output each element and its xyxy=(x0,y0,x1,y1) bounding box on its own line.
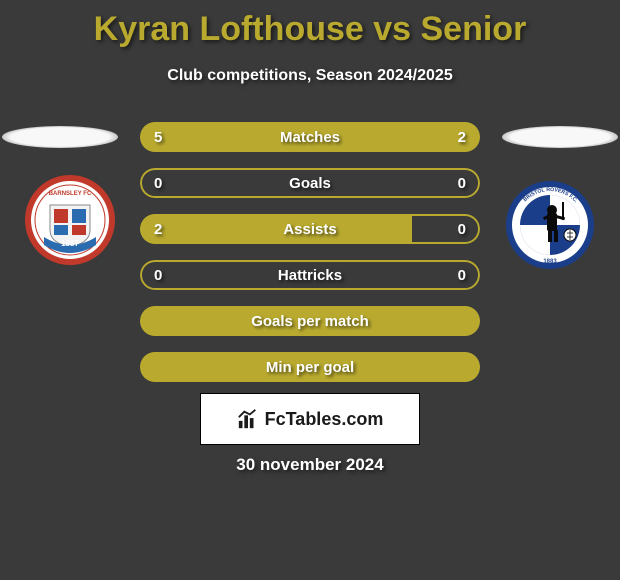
stats-bars: 52Matches00Goals20Assists00HattricksGoal… xyxy=(140,122,480,398)
stat-value-right: 0 xyxy=(458,214,466,244)
stat-value-left: 5 xyxy=(154,122,162,152)
bristol-rovers-crest-icon: BRISTOL ROVERS F.C. 1883 xyxy=(500,180,600,270)
bar-border xyxy=(140,260,480,290)
team-crest-right: BRISTOL ROVERS F.C. 1883 xyxy=(500,180,600,270)
stat-value-right: 2 xyxy=(458,122,466,152)
stat-row: 0 0Hattricks xyxy=(140,260,480,290)
date-label: 30 november 2024 xyxy=(0,455,620,475)
stat-row: 0 0Goals xyxy=(140,168,480,198)
stat-value-right: 0 xyxy=(458,260,466,290)
stat-label: Hattricks xyxy=(140,260,480,290)
watermark-box: FcTables.com xyxy=(200,393,420,445)
bar-border xyxy=(140,168,480,198)
stat-value-left: 0 xyxy=(154,168,162,198)
player-right-shadow xyxy=(502,126,618,148)
team-crest-left: 1887 BARNSLEY FC xyxy=(20,175,120,265)
svg-text:BARNSLEY FC: BARNSLEY FC xyxy=(49,191,92,197)
watermark-text: FcTables.com xyxy=(265,409,384,430)
stat-value-left: 2 xyxy=(154,214,162,244)
bar-fill-full xyxy=(140,352,480,382)
stat-row: 20Assists xyxy=(140,214,480,244)
barnsley-crest-icon: 1887 BARNSLEY FC xyxy=(20,175,120,265)
bar-fill-left xyxy=(140,214,412,244)
svg-text:1883: 1883 xyxy=(543,259,557,265)
stat-row: Min per goal xyxy=(140,352,480,382)
bar-fill-full xyxy=(140,306,480,336)
player-left-shadow xyxy=(2,126,118,148)
stat-value-left: 0 xyxy=(154,260,162,290)
fctables-chart-icon xyxy=(237,408,259,430)
page-title: Kyran Lofthouse vs Senior xyxy=(0,0,620,49)
page-subtitle: Club competitions, Season 2024/2025 xyxy=(0,67,620,85)
stat-row: 52Matches xyxy=(140,122,480,152)
stat-label: Goals xyxy=(140,168,480,198)
svg-text:1887: 1887 xyxy=(61,239,79,248)
bar-fill-left xyxy=(140,122,383,152)
stat-value-right: 0 xyxy=(458,168,466,198)
stat-row: Goals per match xyxy=(140,306,480,336)
